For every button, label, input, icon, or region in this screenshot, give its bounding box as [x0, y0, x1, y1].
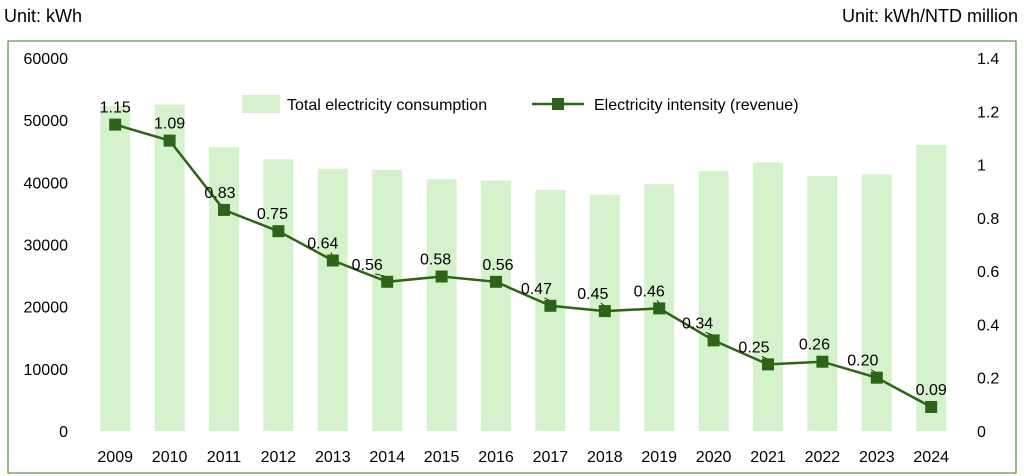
marker-2010: [163, 134, 176, 147]
left-unit-label: Unit: kWh: [4, 6, 83, 26]
x-tick-2020: 2020: [696, 449, 732, 466]
bar-2020: [698, 171, 729, 431]
marker-2009: [109, 118, 122, 131]
data-label-2015: 0.58: [420, 252, 451, 269]
bar-2024: [916, 145, 947, 431]
bar-2009: [100, 105, 131, 432]
legend-bar-label: Total electricity consumption: [287, 97, 487, 114]
x-tick-2024: 2024: [913, 449, 949, 466]
bar-2013: [317, 168, 348, 431]
data-label-2022: 0.26: [799, 337, 830, 354]
data-label-2009: 1.15: [100, 100, 131, 117]
x-tick-2013: 2013: [315, 449, 351, 466]
legend-line-marker: [552, 98, 564, 110]
marker-2020: [707, 334, 720, 347]
bar-2016: [481, 180, 511, 431]
data-label-2020: 0.34: [682, 315, 713, 332]
data-label-2011: 0.83: [204, 185, 235, 202]
right-tick-label: 1.2: [977, 104, 999, 121]
x-tick-2011: 2011: [207, 449, 242, 466]
data-label-2012: 0.75: [257, 206, 288, 223]
legend-bar-swatch: [242, 95, 280, 113]
data-label-2019: 0.46: [634, 283, 665, 300]
right-tick-label: 0.6: [977, 264, 999, 281]
left-tick-label: 0: [59, 424, 68, 441]
right-tick-label: 0: [977, 424, 986, 441]
marker-2018: [598, 305, 611, 318]
x-tick-2015: 2015: [424, 449, 460, 466]
marker-2016: [490, 275, 502, 288]
data-label-2018: 0.45: [577, 286, 608, 303]
x-tick-2010: 2010: [152, 449, 188, 466]
right-tick-label: 1: [977, 158, 986, 175]
chart-frame: [7, 40, 1017, 474]
bar-2023: [861, 174, 892, 432]
x-tick-2018: 2018: [587, 449, 623, 466]
x-tick-2021: 2021: [750, 449, 786, 466]
left-tick-label: 30000: [24, 238, 69, 255]
data-label-2023: 0.20: [847, 353, 878, 370]
data-label-2016: 0.56: [482, 257, 513, 274]
data-label-2014: 0.56: [352, 257, 383, 274]
right-axis: 0 0.2 0.4 0.6 0.8 1 1.2 1.4: [977, 51, 999, 441]
left-tick-label: 10000: [24, 362, 69, 379]
legend: Total electricity consumption Electricit…: [242, 95, 799, 114]
bar-2015: [426, 179, 457, 431]
x-tick-2023: 2023: [859, 449, 895, 466]
marker-2011: [218, 203, 230, 216]
data-label-2010: 1.09: [154, 116, 185, 133]
left-tick-label: 40000: [24, 175, 69, 192]
marker-2022: [816, 355, 829, 368]
x-tick-2012: 2012: [261, 449, 297, 466]
bar-series: [100, 104, 947, 432]
x-tick-2014: 2014: [369, 449, 405, 466]
left-tick-label: 20000: [24, 300, 69, 317]
right-tick-label: 0.4: [977, 317, 999, 334]
bar-2012: [263, 159, 294, 432]
x-axis: 2009 2010 2011 2012 2013 2014 2015 2016 2017 2018…: [97, 449, 949, 466]
marker-2017: [544, 299, 557, 312]
marker-2013: [326, 254, 339, 267]
right-unit-label: Unit: kWh/NTD million: [841, 6, 1018, 26]
right-tick-label: 1.4: [977, 51, 999, 68]
x-tick-2019: 2019: [641, 449, 677, 466]
bar-2010: [154, 104, 185, 431]
bar-2022: [807, 176, 838, 431]
bar-2014: [372, 169, 403, 431]
line-series: 1.15 1.09 0.83 0.75 0.64 0.56 0.58 0.56 0.47 0.45…: [100, 100, 947, 413]
data-label-2017: 0.47: [521, 281, 552, 298]
legend-line-label: Electricity intensity (revenue): [594, 97, 799, 114]
data-label-2024: 0.09: [916, 382, 947, 399]
left-tick-label: 60000: [24, 51, 69, 68]
right-tick-label: 0.8: [977, 211, 999, 228]
left-tick-label: 50000: [24, 113, 69, 130]
left-axis: 0 10000 20000 30000 40000 50000 60000: [24, 51, 69, 441]
marker-2023: [870, 371, 883, 384]
marker-2019: [653, 302, 666, 315]
marker-2012: [272, 225, 285, 238]
right-tick-label: 0.2: [977, 371, 999, 388]
x-tick-2022: 2022: [805, 449, 841, 466]
bar-2021: [753, 162, 783, 431]
marker-2015: [435, 270, 448, 283]
x-tick-2017: 2017: [533, 449, 569, 466]
marker-2014: [381, 275, 394, 288]
x-tick-2009: 2009: [97, 449, 133, 466]
bar-2011: [209, 146, 239, 431]
intensity-line: [114, 123, 932, 409]
marker-2021: [762, 358, 774, 371]
data-label-2021: 0.25: [738, 339, 769, 356]
x-tick-2016: 2016: [478, 449, 514, 466]
marker-2024: [925, 401, 938, 413]
data-label-2013: 0.64: [307, 236, 338, 253]
